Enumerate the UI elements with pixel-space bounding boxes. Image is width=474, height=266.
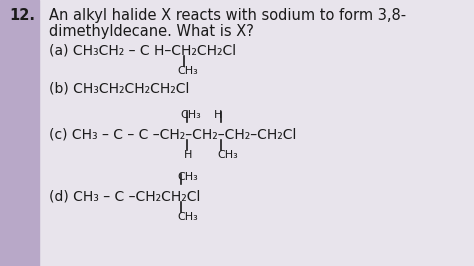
Text: An alkyl halide X reacts with sodium to form 3,8-: An alkyl halide X reacts with sodium to …: [49, 8, 406, 23]
Text: (b) CH₃CH₂CH₂CH₂Cl: (b) CH₃CH₂CH₂CH₂Cl: [49, 82, 189, 96]
Text: dimethyldecane. What is X?: dimethyldecane. What is X?: [49, 24, 254, 39]
Text: (c) CH₃ – C – C –CH₂–CH₂–CH₂–CH₂Cl: (c) CH₃ – C – C –CH₂–CH₂–CH₂–CH₂Cl: [49, 128, 296, 142]
Text: (a) CH₃CH₂ – C H–CH₂CH₂Cl: (a) CH₃CH₂ – C H–CH₂CH₂Cl: [49, 44, 236, 58]
Text: CH₃: CH₃: [217, 150, 238, 160]
Text: CH₃: CH₃: [177, 66, 198, 76]
Text: H: H: [213, 110, 222, 120]
Text: 12.: 12.: [9, 8, 36, 23]
Bar: [0, 0, 39, 266]
Text: CH₃: CH₃: [181, 110, 201, 120]
Text: H: H: [183, 150, 192, 160]
Text: CH₃: CH₃: [177, 212, 198, 222]
Text: CH₃: CH₃: [177, 172, 198, 182]
Text: (d) CH₃ – C –CH₂CH₂Cl: (d) CH₃ – C –CH₂CH₂Cl: [49, 190, 200, 204]
